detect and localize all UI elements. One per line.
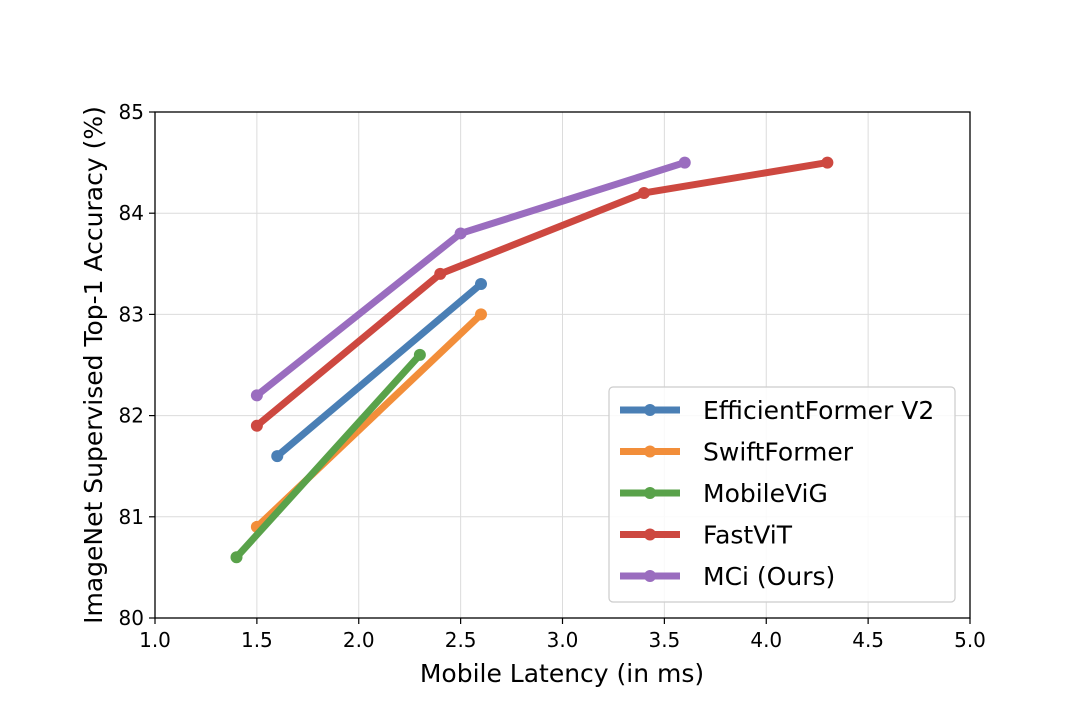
data-point [250,419,263,432]
legend-swatch-marker [644,528,656,541]
x-tick-label: 3.0 [547,628,579,652]
legend-label: FastViT [703,521,793,550]
legend-item: MCi (Ours) [620,562,835,591]
series-efficientformer-v2 [271,278,487,463]
series-fastvit [250,156,834,432]
legend-swatch-marker [644,487,656,499]
y-tick-label: 85 [119,100,144,124]
x-tick-label: 4.0 [750,628,782,652]
y-tick-label: 84 [119,201,144,225]
y-tick-label: 83 [119,302,144,326]
series-line [254,159,686,399]
data-point [413,348,426,361]
data-point [271,450,284,463]
legend: EfficientFormer V2 SwiftFormer MobileViG Fa… [608,386,956,603]
x-tick-label: 1.0 [139,628,171,652]
x-axis-label: Mobile Latency (in ms) [420,659,704,688]
data-point [821,156,834,169]
x-tick-label: 1.5 [241,628,273,652]
data-point [250,389,263,402]
x-tick-label: 5.0 [954,628,986,652]
data-point [475,278,487,291]
x-tick-label: 3.5 [648,628,680,652]
legend-item: SwiftFormer [620,438,854,467]
series-line [274,281,484,459]
legend-item: EfficientFormer V2 [620,396,934,425]
data-point [434,267,447,280]
series-line [254,159,828,429]
legend-swatch-marker [644,404,656,416]
series-mobilevig [230,348,426,564]
data-point [475,308,487,321]
series-layer [230,156,834,564]
y-tick-label: 82 [119,404,144,428]
data-point [678,156,691,169]
legend-swatch-marker [644,445,656,458]
legend-item: MobileViG [620,479,828,508]
legend-label: MobileViG [703,479,828,508]
legend-label: MCi (Ours) [703,562,835,591]
legend-label: EfficientFormer V2 [703,396,934,425]
data-point [638,186,650,199]
data-point [454,227,467,240]
legend-swatch-marker [644,570,656,582]
axis-ticks: 1.0 1.5 2.0 2.5 3.0 3.5 4.0 4.5 5.0 80 81 82 83 84 85 [119,100,986,652]
y-tick-label: 80 [119,606,144,630]
x-tick-label: 2.5 [445,628,477,652]
x-tick-label: 2.0 [343,628,375,652]
legend-item: FastViT [620,521,793,550]
legend-box [608,386,956,603]
legend-label: SwiftFormer [703,438,854,467]
series-line [233,352,423,560]
series-mci-ours [250,156,691,402]
x-tick-label: 4.5 [852,628,884,652]
y-axis-label: ImageNet Supervised Top-1 Accuracy (%) [79,106,108,624]
y-tick-label: 81 [119,505,144,529]
data-point [230,551,243,564]
